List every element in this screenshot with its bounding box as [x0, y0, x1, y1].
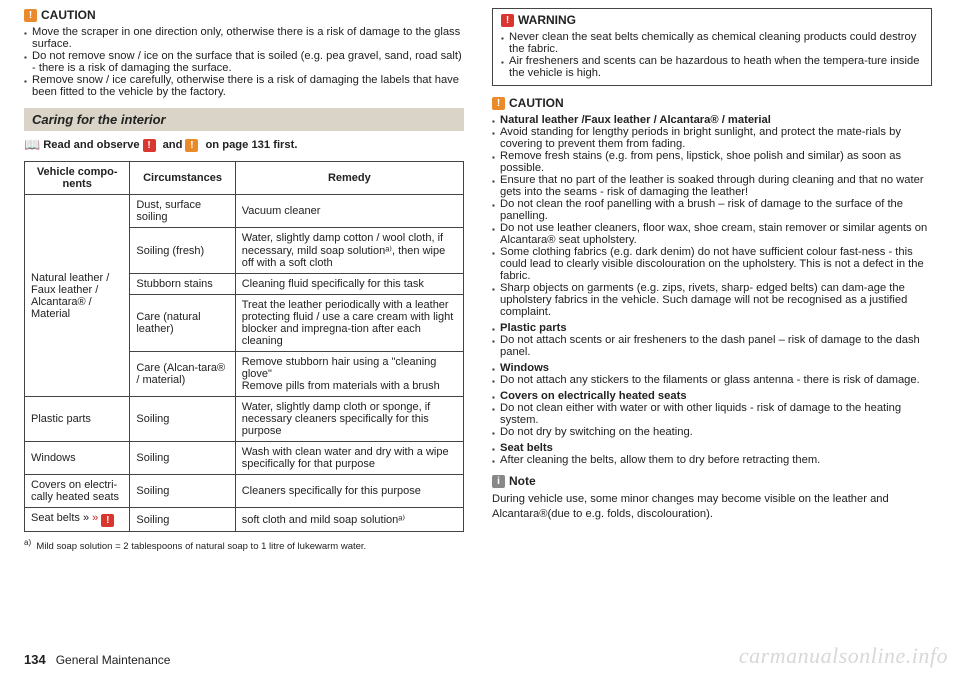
caution-title: CAUTION — [41, 8, 96, 22]
footnote: a) Mild soap solution = 2 tablespoons of… — [24, 538, 464, 552]
caution-icon: ! — [24, 9, 37, 22]
read-observe: 📖 Read and observe ! and ! on page 131 f… — [24, 137, 464, 153]
book-icon: 📖 — [24, 137, 40, 153]
caution-list: Move the scraper in one direction only, … — [24, 26, 464, 98]
caution-icon: ! — [185, 139, 198, 152]
warning-icon: ! — [501, 14, 514, 27]
note-icon: i — [492, 475, 505, 488]
care-table: Vehicle compo- nents Circumstances Remed… — [24, 161, 464, 532]
watermark: carmanualsonline.info — [739, 643, 948, 669]
warning-icon: ! — [101, 514, 114, 527]
caution2-header: ! CAUTION — [492, 96, 932, 110]
right-column: ! WARNING Never clean the seat belts che… — [492, 8, 932, 552]
caution-header: ! CAUTION — [24, 8, 464, 22]
warning-box: ! WARNING Never clean the seat belts che… — [492, 8, 932, 86]
page-footer: 134General Maintenance — [24, 652, 170, 667]
warning-icon: ! — [143, 139, 156, 152]
note-text: During vehicle use, some minor changes m… — [492, 492, 932, 522]
caution-icon: ! — [492, 97, 505, 110]
left-column: ! CAUTION Move the scraper in one direct… — [24, 8, 464, 552]
note-header: i Note — [492, 474, 932, 488]
section-title: Caring for the interior — [24, 108, 464, 131]
